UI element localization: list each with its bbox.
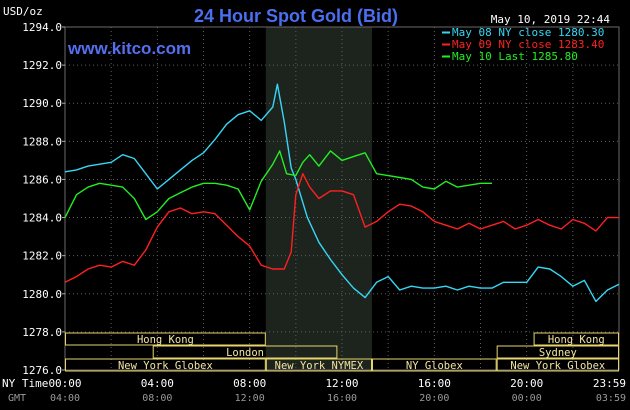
x-tick-label-ny: 12:00: [325, 377, 358, 390]
y-tick-label: 1276.0: [22, 364, 62, 377]
legend-label: May 08 NY close 1280.30: [452, 26, 604, 39]
x-tick-label-ny: 04:00: [141, 377, 174, 390]
x-tick-label-ny: 20:00: [510, 377, 543, 390]
y-axis-unit: USD/oz: [3, 5, 43, 18]
chart-title: 24 Hour Spot Gold (Bid): [194, 6, 398, 26]
trading-sessions: Hong Kong London New York Globex New York N…: [65, 332, 620, 372]
session-label: New York NYMEX: [275, 360, 364, 372]
y-tick-label: 1288.0: [22, 135, 62, 148]
session-label: London: [226, 347, 264, 359]
session-box: [372, 358, 497, 372]
x-tick-label-gmt: 00:00: [512, 393, 542, 404]
price-series: [64, 83, 620, 303]
series-line-may09: [64, 172, 619, 283]
x-tick-label-ny: 16:00: [418, 377, 451, 390]
session-box: [65, 358, 266, 372]
session-box: [265, 358, 373, 372]
y-tick-label: 1284.0: [22, 212, 62, 225]
series-line-may10: [64, 150, 492, 221]
session-label: Hong Kong: [137, 334, 194, 346]
session-box: [152, 345, 338, 359]
x-axis-ticks: 00:00 04:00 04:00 08:00 08:00 12:00 12:00 16:00…: [48, 377, 626, 404]
session-label: NY Globex: [406, 360, 463, 372]
timestamp: May 10, 2019 22:44: [491, 13, 611, 26]
legend-label: May 09 NY close 1283.40: [452, 38, 604, 51]
session-label: New York Globex: [118, 360, 213, 372]
session-label: Sydney: [539, 347, 577, 359]
session-box: [496, 358, 619, 372]
x-tick-label-ny: 23:59: [593, 377, 626, 390]
y-axis-ticks: 1294.0 1292.0 1290.0 1288.0 1286.0 1284.0 1282…: [22, 21, 65, 377]
y-tick-label: 1280.0: [22, 288, 62, 301]
x-tick-label-gmt: 03:59: [596, 393, 626, 404]
plot-frame: [64, 26, 620, 371]
x-tick-label-gmt: 08:00: [142, 393, 172, 404]
grid-lines: [65, 27, 619, 370]
series-line-may08: [64, 83, 620, 303]
x-tick-label-ny: 00:00: [48, 377, 81, 390]
session-box: [65, 332, 266, 346]
gmt-row-label: GMT: [8, 393, 26, 404]
x-tick-label-gmt: 16:00: [327, 393, 357, 404]
x-tick-label-ny: 08:00: [233, 377, 266, 390]
session-box: [533, 332, 620, 346]
brand-watermark: www.kitco.com: [67, 39, 191, 58]
ny-time-row-label: NY Time: [2, 377, 48, 390]
x-tick-label-gmt: 04:00: [50, 393, 80, 404]
y-tick-label: 1294.0: [22, 21, 62, 34]
y-tick-label: 1292.0: [22, 59, 62, 72]
x-tick-label-gmt: 12:00: [235, 393, 265, 404]
session-label: Hong Kong: [548, 334, 605, 346]
y-tick-label: 1290.0: [22, 97, 62, 110]
y-tick-label: 1282.0: [22, 250, 62, 263]
x-tick-label-gmt: 20:00: [419, 393, 449, 404]
y-tick-label: 1286.0: [22, 173, 62, 186]
session-box: [496, 345, 619, 359]
legend-label: May 10 Last 1285.80: [452, 50, 578, 63]
y-tick-label: 1278.0: [22, 326, 62, 339]
session-label: New York Globex: [510, 360, 605, 372]
